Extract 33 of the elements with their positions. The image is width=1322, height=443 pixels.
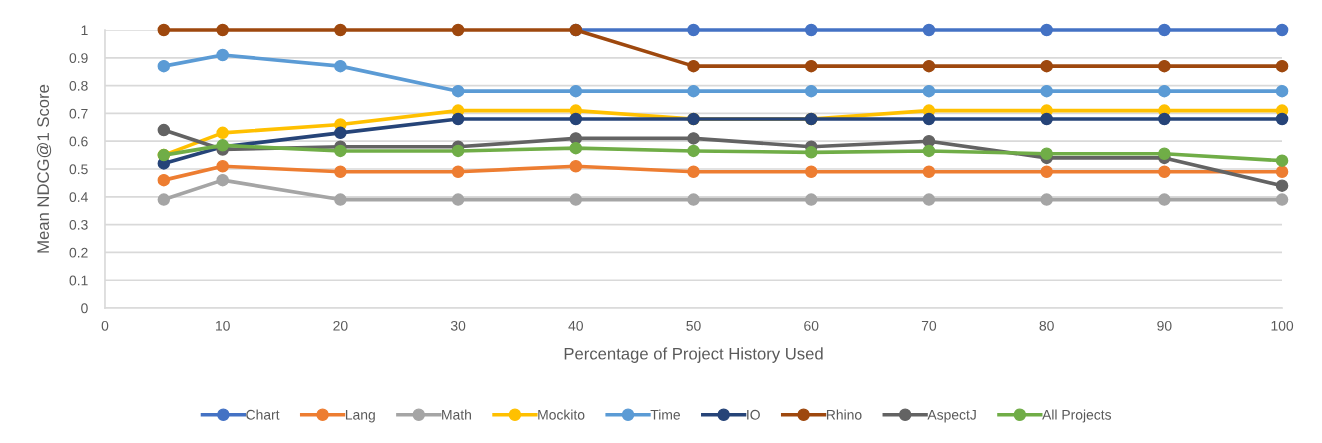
- y-tick-label: 0.2: [69, 247, 88, 258]
- legend-label: All Projects: [1042, 409, 1112, 423]
- legend-label: Math: [442, 409, 471, 420]
- y-tick-label: 0.7: [69, 108, 88, 119]
- x-tick-label: 40: [568, 320, 583, 331]
- x-tick-label: 80: [1039, 320, 1054, 331]
- x-tick-label: 10: [216, 320, 230, 331]
- legend-label: AspectJ: [927, 410, 976, 423]
- y-tick-label: 0.1: [69, 275, 88, 286]
- y-tick-label: 1: [81, 25, 88, 36]
- x-tick-label: 100: [1271, 320, 1294, 331]
- y-tick-label: 0: [81, 303, 88, 314]
- y-tick-label: 0.5: [69, 164, 88, 175]
- x-tick-label: 30: [450, 320, 466, 331]
- legend-label: Rhino: [826, 409, 862, 420]
- x-tick-label: 50: [686, 320, 701, 331]
- x-tick-label: 60: [804, 320, 819, 331]
- y-tick-label: 0.3: [69, 219, 88, 230]
- legend-label: Mockito: [538, 409, 585, 420]
- legend-label: IO: [747, 409, 760, 420]
- x-tick-label: 70: [921, 320, 937, 331]
- y-tick-label: 0.4: [69, 192, 88, 202]
- x-tick-label: 0: [101, 320, 109, 331]
- legend-label: Lang: [345, 410, 375, 423]
- y-axis-title: Mean NDCG@1 Score: [36, 84, 52, 253]
- y-tick-label: 0.9: [69, 53, 88, 63]
- x-tick-label: 20: [333, 320, 348, 331]
- legend-label: Chart: [246, 409, 280, 420]
- x-axis-title: Percentage of Project History Used: [564, 347, 823, 363]
- legend-label: Time: [650, 409, 680, 420]
- x-tick-label: 90: [1157, 320, 1172, 331]
- y-tick-label: 0.8: [69, 80, 88, 91]
- y-tick-label: 0.6: [69, 136, 88, 147]
